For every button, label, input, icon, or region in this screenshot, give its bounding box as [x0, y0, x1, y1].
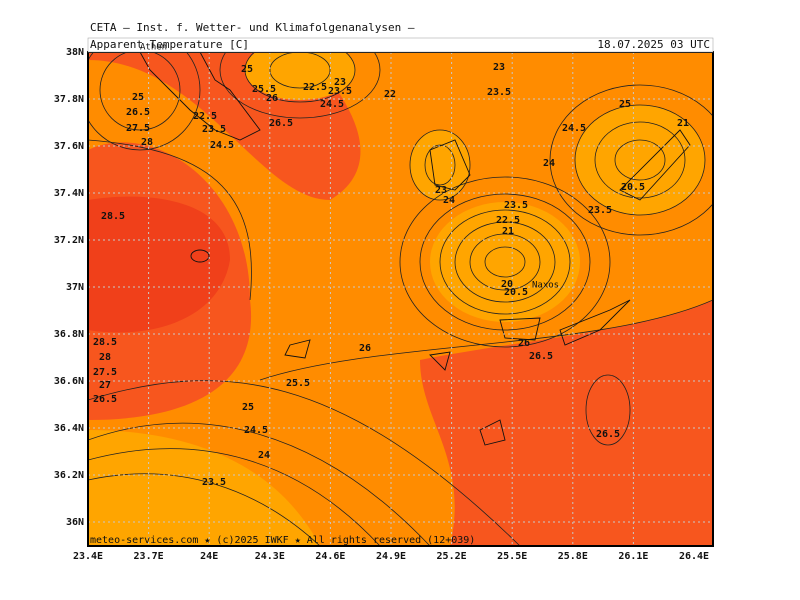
contour-label: 26: [518, 338, 530, 349]
y-tick-label: 36N: [66, 517, 84, 528]
contour-label: 26.5: [596, 429, 620, 440]
valid-time: 18.07.2025 03 UTC: [597, 38, 710, 51]
x-tick-label: 24.6E: [315, 551, 345, 562]
field: [88, 52, 713, 546]
contour-label: 23.5: [588, 205, 612, 216]
contour-label: 22.5: [193, 111, 217, 122]
x-tick-label: 26.1E: [618, 551, 648, 562]
contour-label: 25: [619, 99, 631, 110]
contour-label: 24.5: [320, 99, 344, 110]
y-tick-label: 37.2N: [54, 235, 84, 246]
header-title: CETA — Inst. f. Wetter- und Klimafolgena…: [90, 21, 415, 34]
contour-label: 20: [501, 279, 513, 290]
x-tick-label: 23.7E: [134, 551, 164, 562]
x-tick-label: 23.4E: [73, 551, 103, 562]
coastline: [139, 52, 691, 446]
x-tick-label: 24.9E: [376, 551, 406, 562]
contour-label: 27.5: [126, 123, 150, 134]
y-tick-label: 38N: [66, 47, 84, 58]
contour-label: 23.5: [202, 477, 226, 488]
contour-label: 21: [677, 118, 689, 129]
contour-label: 28: [141, 137, 153, 148]
title-strip: [87, 37, 714, 53]
cool-zone: [245, 52, 355, 100]
contour-label: 23.5: [202, 124, 226, 135]
place-label: Athen: [140, 43, 167, 53]
contour-label: 23: [435, 185, 447, 196]
x-tick-label: 25.2E: [437, 551, 467, 562]
y-tick-label: 36.6N: [54, 376, 84, 387]
contour-label: 23.5: [328, 86, 352, 97]
y-tick-label: 36.8N: [54, 329, 84, 340]
cool-zone: [430, 202, 580, 322]
contour-label: 26.5: [126, 107, 150, 118]
contour-label: 28: [99, 352, 111, 363]
contour-label: 28.5: [93, 337, 117, 348]
y-tick-label: 36.2N: [54, 470, 84, 481]
contour-label: 24: [543, 158, 555, 169]
contour-label: 22: [384, 89, 396, 100]
x-tick-label: 24.3E: [255, 551, 285, 562]
grid: [88, 52, 713, 546]
y-tick-label: 36.4N: [54, 423, 84, 434]
contour-label: 28.5: [101, 211, 125, 222]
cool-zone: [575, 105, 705, 215]
y-tick-label: 37.6N: [54, 141, 84, 152]
contour-label: 22.5: [303, 82, 327, 93]
y-tick-label: 37N: [66, 282, 84, 293]
contour-label: 25: [242, 402, 254, 413]
contour-label: 27: [99, 380, 111, 391]
contour-label: 25: [132, 92, 144, 103]
contour-label: 26: [359, 343, 371, 354]
subtitle: Apparent Temperature [C]: [90, 38, 249, 51]
contour-label: 21: [502, 226, 514, 237]
contour-label: 24.5: [562, 123, 586, 134]
contour-label: 20.5: [504, 287, 528, 298]
contour-label: 26.5: [269, 118, 293, 129]
contour-label: 24.5: [210, 140, 234, 151]
contour-label: 27.5: [93, 367, 117, 378]
contour-label: 24.5: [244, 425, 268, 436]
contour-label: 26.5: [529, 351, 553, 362]
contour-label: 26.5: [93, 394, 117, 405]
x-tick-label: 26.4E: [679, 551, 709, 562]
warm-zone: [420, 300, 713, 546]
contour-label: 23: [493, 62, 505, 73]
cool-zone: [88, 430, 320, 546]
y-tick-label: 37.4N: [54, 188, 84, 199]
contour-label: 22.5: [496, 215, 520, 226]
warm-core: [88, 196, 230, 333]
contour-label: 26: [266, 93, 278, 104]
footer: meteo-services.com ★ (c)2025 IWKF ★ All …: [90, 535, 475, 546]
contour-label: 23.5: [504, 200, 528, 211]
contour-label: 25.5: [252, 84, 276, 95]
y-tick-label: 37.8N: [54, 94, 84, 105]
contour-label: 25.5: [286, 378, 310, 389]
place-label: Naxos: [532, 281, 559, 291]
contour-label: 24: [443, 195, 455, 206]
x-tick-label: 25.5E: [497, 551, 527, 562]
contour-label: 24: [258, 450, 270, 461]
contour-label: 20.5: [621, 182, 645, 193]
x-tick-label: 24E: [200, 551, 218, 562]
contour-label: 25: [241, 64, 253, 75]
cool-zone: [410, 130, 470, 200]
contour-label: 23.5: [487, 87, 511, 98]
contour-label: 23: [334, 77, 346, 88]
x-tick-label: 25.8E: [558, 551, 588, 562]
